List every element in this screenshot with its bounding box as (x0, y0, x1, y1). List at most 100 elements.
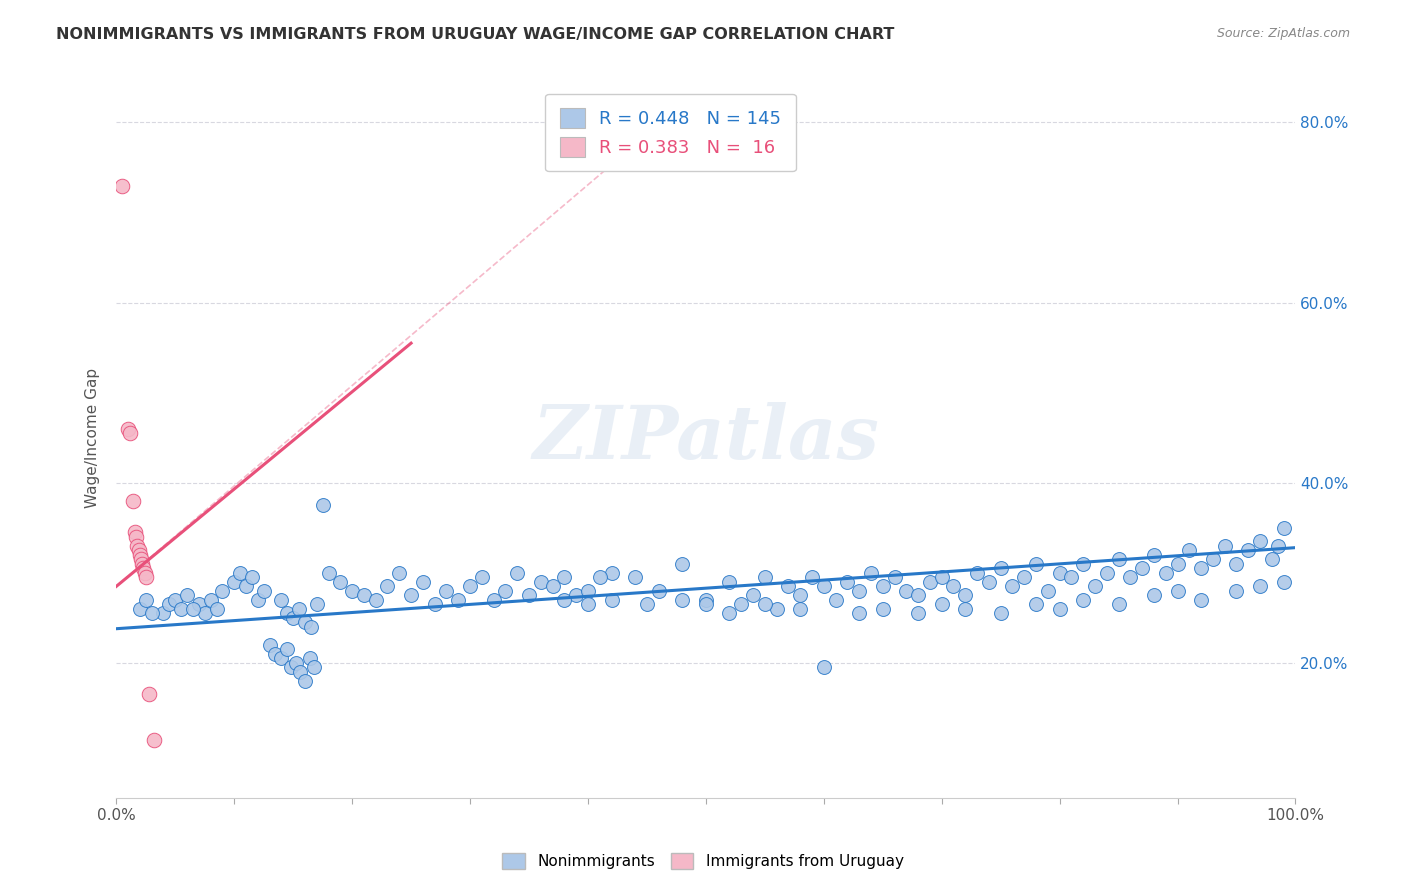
Point (111, 178, 134, 193)
Point (176, 588, 198, 602)
Point (1049, 566, 1071, 580)
Point (742, 588, 765, 602)
Point (1108, 552, 1130, 566)
Point (170, 602, 193, 616)
Point (966, 566, 988, 580)
Point (205, 602, 228, 616)
Point (1272, 574, 1295, 589)
Point (187, 598, 209, 612)
Point (318, 566, 340, 580)
Point (364, 593, 387, 607)
Point (824, 593, 846, 607)
Point (211, 583, 233, 598)
Point (229, 566, 252, 580)
Point (541, 579, 564, 593)
Point (1267, 539, 1289, 553)
Point (1249, 579, 1271, 593)
Legend: Nonimmigrants, Immigrants from Uruguay: Nonimmigrants, Immigrants from Uruguay (496, 847, 910, 875)
Point (718, 607, 741, 621)
Point (157, 598, 180, 612)
Point (246, 593, 269, 607)
Point (671, 557, 693, 571)
Point (128, 548, 150, 562)
Point (165, 593, 187, 607)
Point (1225, 583, 1247, 598)
Point (125, 530, 148, 544)
Point (270, 593, 292, 607)
Point (224, 574, 246, 589)
Point (990, 607, 1012, 621)
Point (494, 583, 516, 598)
Point (942, 579, 965, 593)
Point (353, 588, 375, 602)
Point (1012, 570, 1035, 584)
Point (288, 602, 311, 616)
Point (624, 570, 647, 584)
Point (436, 583, 458, 598)
Point (1225, 557, 1247, 571)
Point (1108, 598, 1130, 612)
Point (304, 660, 326, 674)
Point (1189, 561, 1212, 575)
Point (259, 638, 281, 652)
Point (1154, 566, 1177, 580)
Point (129, 552, 152, 566)
Point (311, 498, 333, 512)
Point (299, 620, 322, 634)
Point (990, 561, 1012, 575)
Point (565, 588, 588, 602)
Point (124, 525, 146, 540)
Point (1130, 561, 1153, 575)
Point (1071, 557, 1094, 571)
Text: NONIMMIGRANTS VS IMMIGRANTS FROM URUGUAY WAGE/INCOME GAP CORRELATION CHART: NONIMMIGRANTS VS IMMIGRANTS FROM URUGUAY… (56, 27, 894, 42)
Point (471, 570, 494, 584)
Point (1167, 557, 1189, 571)
Point (1167, 583, 1189, 598)
Point (1060, 570, 1083, 584)
Point (1143, 588, 1166, 602)
Point (859, 566, 882, 580)
Point (872, 602, 894, 616)
Point (482, 593, 505, 607)
Point (1189, 593, 1212, 607)
Point (138, 688, 160, 702)
Point (120, 426, 142, 441)
Point (181, 602, 204, 616)
Point (141, 607, 163, 621)
Point (517, 588, 540, 602)
Point (135, 593, 157, 607)
Point (695, 598, 717, 612)
Point (1237, 543, 1260, 558)
Point (152, 607, 174, 621)
Point (128, 602, 150, 616)
Point (1084, 579, 1107, 593)
Point (135, 570, 157, 584)
Point (506, 566, 529, 580)
Point (955, 588, 977, 602)
Point (1272, 521, 1295, 535)
Point (423, 598, 446, 612)
Point (730, 598, 752, 612)
Point (789, 588, 811, 602)
Text: ZIPatlas: ZIPatlas (533, 401, 879, 474)
Point (458, 579, 481, 593)
Point (412, 574, 434, 589)
Point (264, 647, 287, 661)
Point (636, 598, 658, 612)
Point (294, 673, 316, 688)
Point (553, 570, 575, 584)
Point (340, 583, 363, 598)
Point (1249, 534, 1271, 549)
Point (576, 598, 599, 612)
Point (235, 579, 257, 593)
Point (298, 651, 321, 665)
Point (813, 660, 835, 674)
Point (1095, 566, 1118, 580)
Point (134, 566, 156, 580)
Point (447, 593, 470, 607)
Point (907, 607, 929, 621)
Point (1202, 552, 1225, 566)
Point (671, 593, 693, 607)
Point (1071, 593, 1094, 607)
Point (329, 574, 352, 589)
